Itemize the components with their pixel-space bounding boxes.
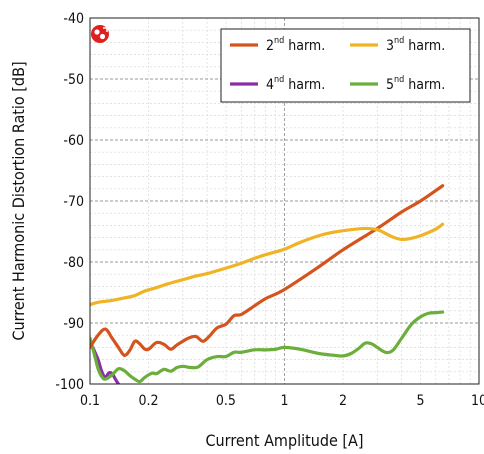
legend-entry-label: 5nd harm. xyxy=(386,75,445,93)
series-line-harm-3 xyxy=(90,222,445,307)
y-tick-label: -50 xyxy=(63,72,84,88)
x-tick-label: 0.1 xyxy=(80,393,100,409)
x-tick-labels: 0.1 0.2 0.5 1 2 5 10 xyxy=(80,393,484,409)
y-tick-label: -70 xyxy=(63,194,84,210)
x-tick-label: 0.2 xyxy=(139,393,159,409)
x-tick-label: 0.5 xyxy=(216,393,236,409)
x-tick-label: 5 xyxy=(416,393,424,409)
legend-entry-label: 4nd harm. xyxy=(266,75,325,93)
series-line-harm-5 xyxy=(90,310,445,384)
y-tick-label: -80 xyxy=(63,255,84,271)
x-axis-title: Current Amplitude [A] xyxy=(206,431,364,450)
x-tick-label: 10 xyxy=(471,393,484,409)
series-layer xyxy=(90,184,445,384)
y-tick-label: -90 xyxy=(63,316,84,332)
plot-frame xyxy=(89,17,480,385)
legend-entry-label: 3nd harm. xyxy=(386,36,445,54)
series-line-harm-2 xyxy=(90,184,445,357)
y-tick-label: -40 xyxy=(63,11,84,27)
legend-box xyxy=(220,28,471,103)
legend: 2nd harm. 3nd harm. 4nd harm. 5nd harm. xyxy=(220,28,471,103)
x-tick-label: 2 xyxy=(339,393,347,409)
y-tick-label: -60 xyxy=(63,133,84,149)
y-tick-label: -100 xyxy=(55,377,84,393)
x-tick-label: 1 xyxy=(280,393,288,409)
y-axis-title: Current Harmonic Distortion Ratio [dB] xyxy=(9,61,28,340)
legend-entry-label: 2nd harm. xyxy=(266,36,325,54)
logo-icon xyxy=(91,25,109,43)
y-tick-labels: -40 -50 -60 -70 -80 -90 -100 xyxy=(55,11,84,393)
